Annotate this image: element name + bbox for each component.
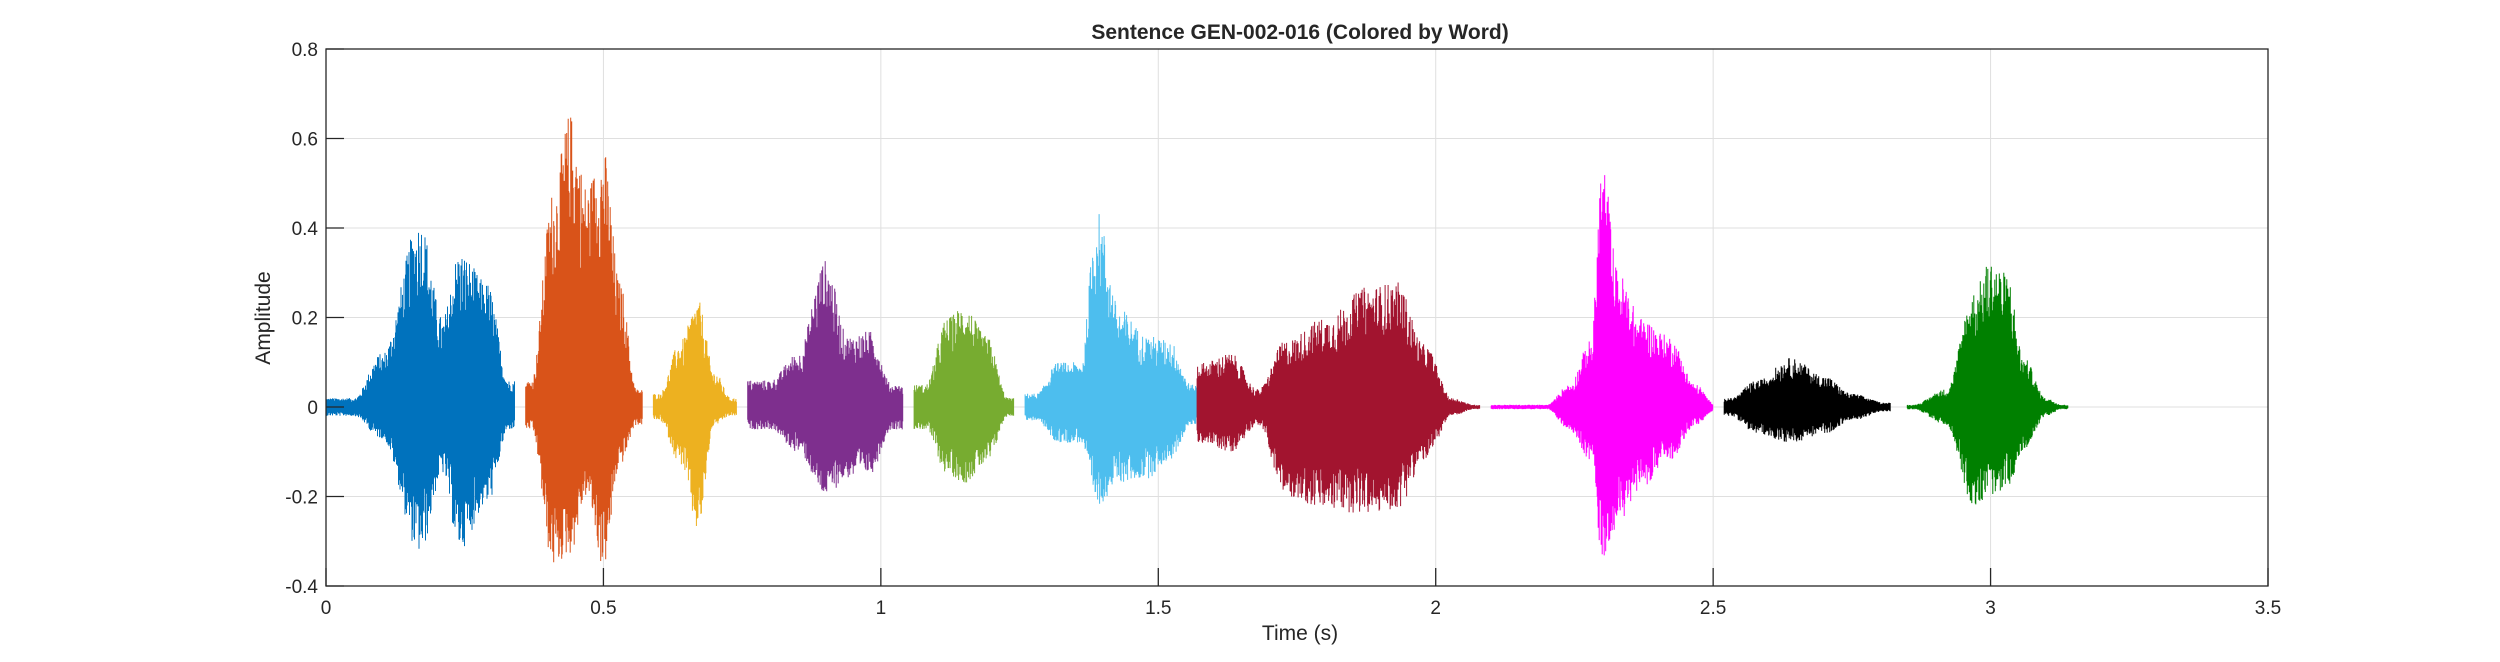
word-waveform-4: [747, 261, 904, 492]
y-tick-label: 0.6: [292, 130, 318, 151]
word-waveform-10: [1906, 266, 2069, 505]
word-waveform-3: [652, 302, 737, 526]
x-tick-label: 2: [1430, 598, 1441, 619]
word-waveform-8: [1490, 175, 1714, 556]
y-tick-label: -0.2: [285, 488, 318, 509]
y-tick-label: -0.4: [285, 577, 318, 598]
grid: [325, 48, 2269, 587]
x-tick-label: 3: [1985, 598, 1996, 619]
y-tick-label: 0.4: [292, 219, 319, 240]
x-tick-label: 1.5: [1145, 598, 1171, 619]
chart-title: Sentence GEN-002-016 (Colored by Word): [1091, 21, 1508, 44]
word-waveform-7: [1196, 282, 1481, 513]
word-waveform-9: [1723, 358, 1891, 442]
x-tick-label: 1: [876, 598, 887, 619]
y-axis-label: Amplitude: [252, 271, 275, 364]
y-tick-label: 0.8: [292, 40, 318, 61]
x-tick-label: 0.5: [590, 598, 616, 619]
word-waveform-2: [525, 117, 643, 563]
x-axis-label: Time (s): [1262, 622, 1338, 645]
waveform-series: [325, 117, 2069, 563]
y-tick-label: 0.2: [292, 309, 318, 330]
axis-ticks: 0 0.5 1 1.5 2 2.5 3 3.5 -0.4 -0.2 0 0.2 0.4 0.6 0.8: [285, 40, 2281, 619]
x-tick-label: 3.5: [2255, 598, 2281, 619]
x-tick-label: 0: [321, 598, 332, 619]
word-waveform-6: [1024, 214, 1198, 504]
word-waveform-5: [913, 311, 1015, 483]
y-tick-label: 0: [307, 398, 318, 419]
x-tick-label: 2.5: [1700, 598, 1726, 619]
